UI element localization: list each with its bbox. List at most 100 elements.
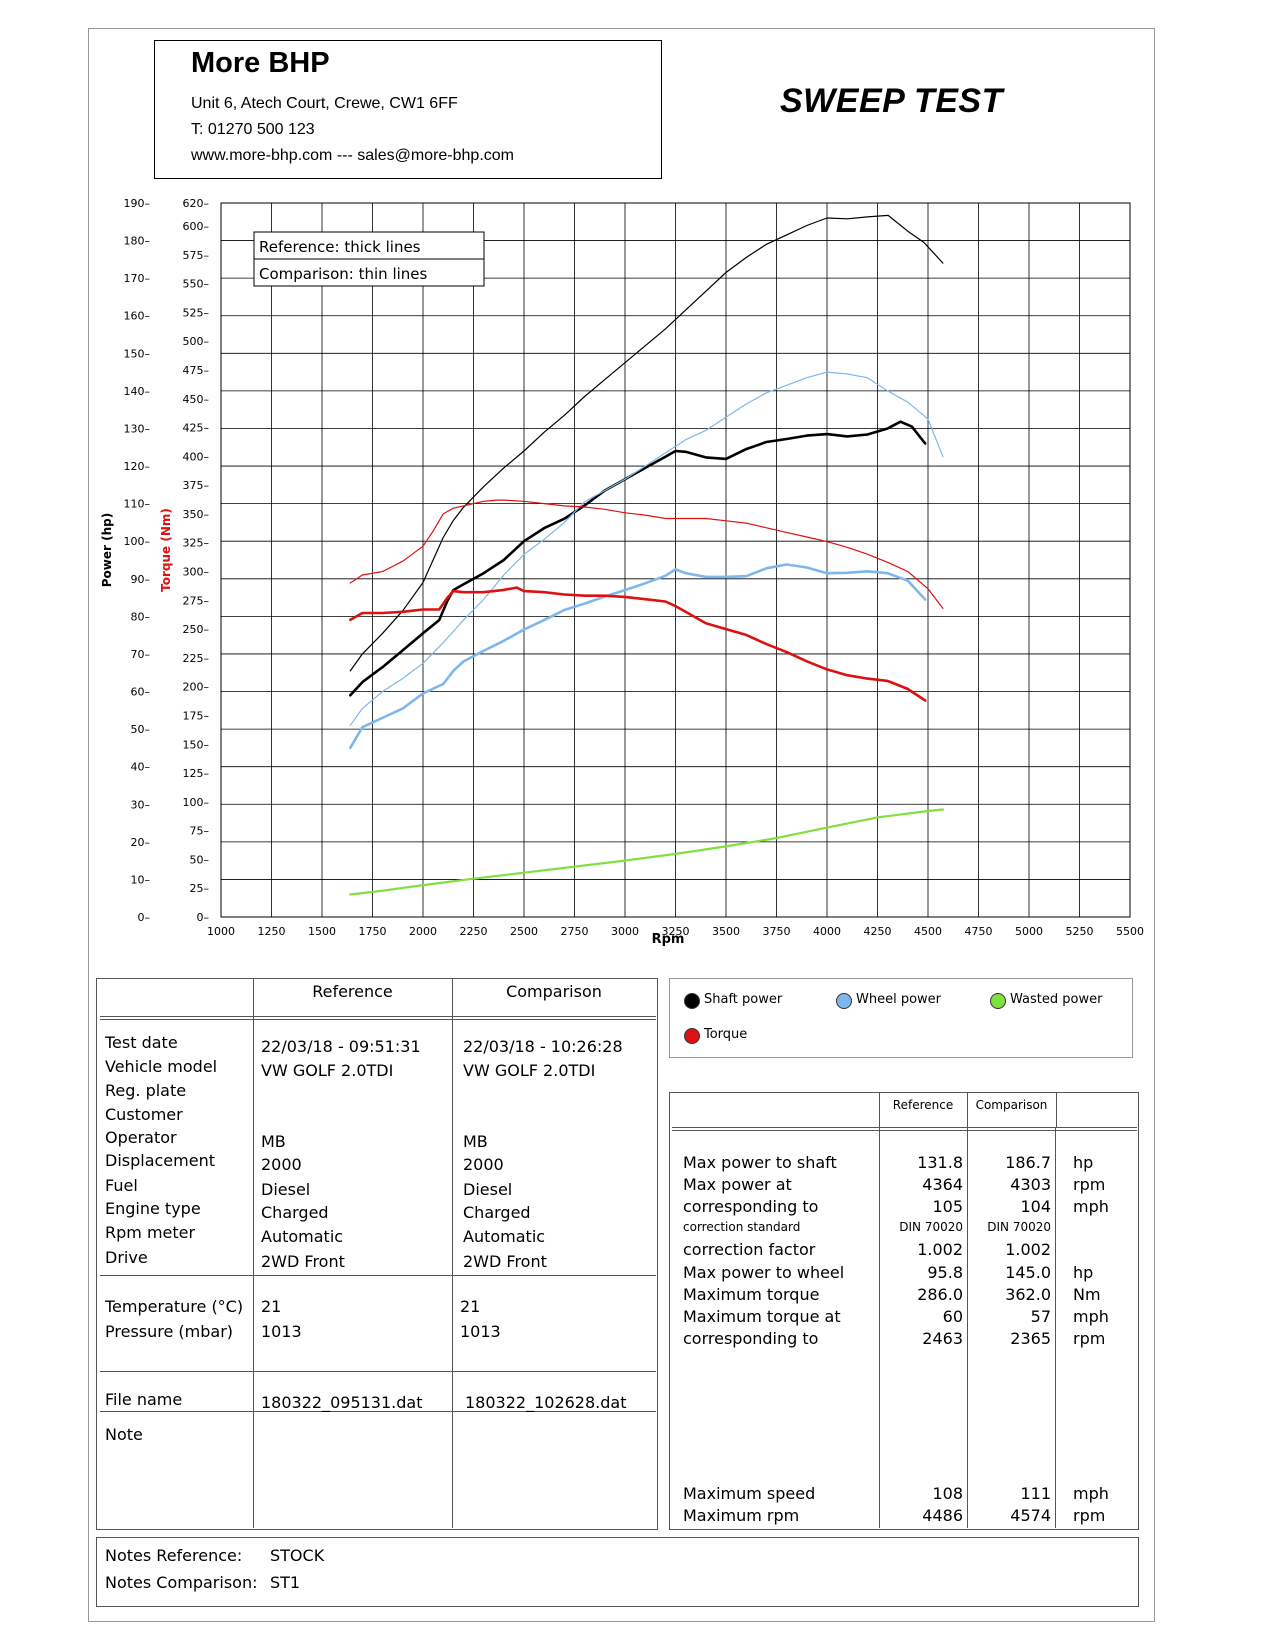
result-label: Maximum torque xyxy=(683,1285,820,1304)
result-comparison: DIN 70020 xyxy=(987,1220,1051,1234)
result-reference: 131.8 xyxy=(917,1153,963,1172)
x-tick-label: 1500 xyxy=(308,925,336,938)
vehicle-row-reference: 2000 xyxy=(261,1155,302,1174)
result-label: Maximum torque at xyxy=(683,1307,841,1326)
wheel-power-comparison-line xyxy=(349,371,944,726)
result-label: corresponding to xyxy=(683,1197,819,1216)
power-tick-label: 70– xyxy=(131,648,151,661)
torque-tick-label: 175– xyxy=(183,709,210,722)
result-unit: hp xyxy=(1073,1153,1094,1172)
legend-box xyxy=(669,978,1133,1058)
power-tick-label: 160– xyxy=(124,310,151,323)
power-tick-label: 60– xyxy=(131,686,151,699)
company-header: More BHP Unit 6, Atech Court, Crewe, CW1… xyxy=(154,40,662,179)
vehicle-row-label: Displacement xyxy=(105,1151,215,1170)
power-tick-label: 50– xyxy=(131,723,151,736)
vehicle-row-comparison: 2WD Front xyxy=(463,1252,547,1271)
power-tick-label: 10– xyxy=(131,873,151,886)
power-tick-label: 0– xyxy=(138,911,151,924)
result-reference: 2463 xyxy=(922,1329,963,1348)
torque-tick-label: 250– xyxy=(183,623,210,636)
report-title: SWEEP TEST xyxy=(780,82,1003,120)
result-comparison: 2365 xyxy=(1010,1329,1051,1348)
legend-label: Shaft power xyxy=(704,992,783,1007)
vehicle-row-comparison: MB xyxy=(463,1132,488,1151)
torque-comparison-line xyxy=(349,499,944,610)
torque-tick-label: 300– xyxy=(183,566,210,579)
vehicle-row-reference: Automatic xyxy=(261,1227,344,1246)
x-tick-label: 5000 xyxy=(1015,925,1043,938)
x-tick-label: 4000 xyxy=(813,925,841,938)
result-unit: rpm xyxy=(1073,1329,1106,1348)
power-tick-label: 190– xyxy=(124,197,151,210)
x-tick-label: 3500 xyxy=(712,925,740,938)
result-label: correction factor xyxy=(683,1240,816,1259)
vehicle-row-label: Test date xyxy=(105,1033,178,1052)
results-col-comparison: Comparison xyxy=(975,1098,1048,1112)
result-unit: mph xyxy=(1073,1307,1109,1326)
power-tick-label: 130– xyxy=(124,422,151,435)
legend-swatch xyxy=(684,1028,700,1044)
x-tick-label: 1250 xyxy=(258,925,286,938)
results-col-reference: Reference xyxy=(892,1098,954,1112)
x-tick-label: 3750 xyxy=(763,925,791,938)
vehicle-row-label: Vehicle model xyxy=(105,1057,218,1076)
vehicle-row-label: Customer xyxy=(105,1105,183,1124)
vehicle-row-comparison: 22/03/18 - 10:26:28 xyxy=(463,1037,623,1056)
vehicle-row-comparison: VW GOLF 2.0TDI xyxy=(463,1061,596,1080)
legend-swatch xyxy=(836,993,852,1009)
torque-axis-label: Torque (Nm) xyxy=(159,508,173,592)
torque-tick-label: 525– xyxy=(183,306,210,319)
condition-label: Temperature (°C) xyxy=(105,1297,244,1316)
wheel-power-reference-line xyxy=(348,563,927,750)
chart-grid xyxy=(220,202,1131,918)
notes-reference-value: STOCK xyxy=(270,1546,325,1565)
power-tick-label: 90– xyxy=(131,573,151,586)
power-tick-label: 80– xyxy=(131,610,151,623)
torque-tick-label: 100– xyxy=(183,796,210,809)
vehicle-col-reference: Reference xyxy=(312,982,393,1001)
torque-tick-label: 275– xyxy=(183,594,210,607)
note-label: Note xyxy=(105,1425,143,1444)
x-tick-label: 4750 xyxy=(965,925,993,938)
vehicle-row-label: Engine type xyxy=(105,1199,201,1218)
torque-tick-label: 375– xyxy=(183,479,210,492)
power-tick-label: 120– xyxy=(124,460,151,473)
vehicle-row-comparison: 2000 xyxy=(463,1155,504,1174)
chart-lines xyxy=(348,214,945,896)
torque-tick-label: 25– xyxy=(190,882,210,895)
result-comparison: 1.002 xyxy=(1005,1240,1051,1259)
torque-tick-label: 50– xyxy=(190,853,210,866)
power-tick-label: 140– xyxy=(124,385,151,398)
torque-tick-label: 575– xyxy=(183,249,210,262)
torque-tick-label: 75– xyxy=(190,825,210,838)
vehicle-info-table xyxy=(96,978,658,1530)
power-tick-label: 30– xyxy=(131,798,151,811)
company-address: Unit 6, Atech Court, Crewe, CW1 6FF xyxy=(191,95,458,112)
condition-comparison: 1013 xyxy=(460,1322,501,1341)
result-label: Maximum speed xyxy=(683,1484,816,1503)
condition-label: Pressure (mbar) xyxy=(105,1322,234,1341)
legend-swatch xyxy=(684,993,700,1009)
x-tick-label: 4250 xyxy=(864,925,892,938)
result-comparison: 111 xyxy=(1020,1484,1051,1503)
result-comparison: 104 xyxy=(1020,1197,1051,1216)
legend-label: Wheel power xyxy=(856,992,942,1007)
legend-label: Wasted power xyxy=(1010,992,1103,1007)
x-tick-label: 2750 xyxy=(561,925,589,938)
report-page xyxy=(88,28,1155,1622)
shaft-power-reference-line xyxy=(348,420,927,697)
file-name-label: File name xyxy=(105,1390,183,1409)
torque-tick-label: 150– xyxy=(183,738,210,751)
x-tick-label: 3250 xyxy=(662,925,690,938)
vehicle-row-label: Rpm meter xyxy=(105,1223,196,1242)
chart-ticks: 1000 1250 1500 1750 2000 2250 2500 2750 3000 3250… xyxy=(124,197,1145,938)
notes-comparison-value: ST1 xyxy=(270,1573,301,1592)
result-unit: rpm xyxy=(1073,1175,1106,1194)
result-label: correction standard xyxy=(683,1220,801,1234)
vehicle-row-reference: Charged xyxy=(261,1203,329,1222)
power-tick-label: 110– xyxy=(124,498,151,511)
result-reference: 286.0 xyxy=(917,1285,963,1304)
result-comparison: 145.0 xyxy=(1005,1263,1051,1282)
torque-tick-label: 450– xyxy=(183,393,210,406)
